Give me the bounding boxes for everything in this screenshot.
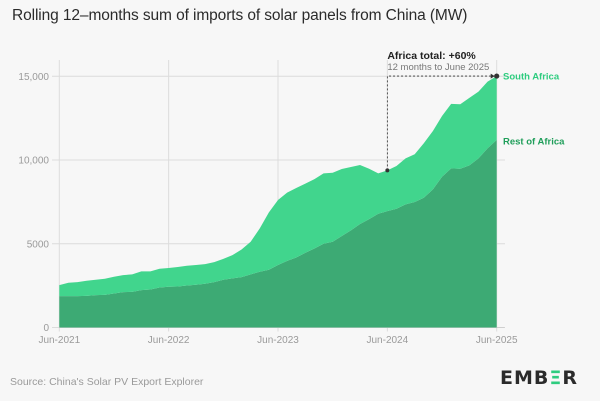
series-label: Rest of Africa [503,136,565,147]
annotation-end-dot [494,73,500,79]
y-tick-label: 0 [43,323,49,334]
annotation-start-dot [385,168,390,173]
arrow-head-icon [490,73,495,79]
x-tick-label: Jun-2022 [148,335,190,346]
ember-logo: EMBΞR [500,367,579,389]
x-tick-label: Jun-2021 [38,335,80,346]
y-tick-label: 5000 [27,239,50,250]
annotation-subtitle: 12 months to June 2025 [387,62,489,73]
series-label: South Africa [503,72,560,83]
area-south-africa [59,76,497,297]
chart-title: Rolling 12–months sum of imports of sola… [12,7,468,24]
y-axis: 0 5000 10,000 15,000 [18,72,49,334]
area-rest-of-africa [59,139,497,328]
annotation: Africa total: +60%12 months to June 2025 [385,50,500,173]
annotation-connector [386,75,493,171]
x-tick-label: Jun-2025 [476,335,518,346]
series-labels: Rest of Africa South Africa [503,72,565,148]
y-tick-label: 10,000 [18,156,49,167]
y-tick-label: 15,000 [18,72,49,83]
annotation-title: Africa total: +60% [387,50,476,62]
x-tick-label: Jun-2023 [257,335,299,346]
x-tick-label: Jun-2024 [366,335,408,346]
stacked-areas [59,76,497,328]
source-note: Source: China's Solar PV Export Explorer [10,376,204,388]
x-axis: Jun-2021 Jun-2022 Jun-2023 Jun-2024 Jun-2025 [38,335,518,346]
